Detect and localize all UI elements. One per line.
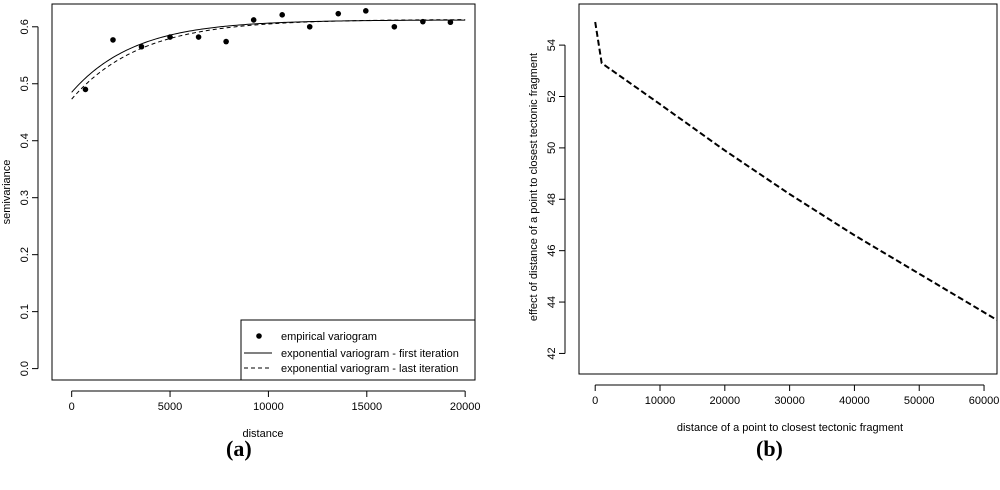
- panel-b-x-tick-label: 50000: [904, 395, 935, 407]
- series-line-last-iteration: [71, 19, 466, 100]
- panel-b-x-tick-label: 60000: [969, 395, 1000, 407]
- legend-label-empirical: empirical variogram: [281, 331, 377, 343]
- panel-a-lines: [71, 19, 466, 100]
- panel-b-y-tick-label: 46: [546, 245, 558, 257]
- legend-point-marker: [256, 333, 262, 339]
- panel-a-points: [82, 8, 454, 93]
- empirical-variogram-point: [110, 37, 116, 43]
- panel-b-y-tick-label: 42: [546, 347, 558, 359]
- panel-b-plot-frame: [578, 3, 998, 375]
- panel-a-x-tick-label: 5000: [158, 401, 182, 413]
- panel-b-y-tick-label: 54: [546, 39, 558, 51]
- panel-a-ylabel: semivariance: [1, 160, 13, 225]
- panel-b-label: (b): [756, 436, 783, 461]
- panel-a-y-tick-label: 0.1: [19, 304, 31, 319]
- panel-b-y-tick-label: 50: [546, 142, 558, 154]
- empirical-variogram-point: [138, 43, 145, 50]
- empirical-variogram-point: [250, 17, 257, 23]
- panel-b-x-tick-label: 30000: [774, 395, 805, 407]
- panel-b-y-tick-label: 48: [546, 193, 558, 205]
- panel-a-legend: empirical variogram exponential variogra…: [240, 319, 476, 381]
- panel-b-y-tick-label: 44: [546, 296, 558, 308]
- panel-b-x-tick-label: 10000: [645, 395, 676, 407]
- empirical-variogram-point: [363, 8, 369, 14]
- panel-b-x-tick-label: 0: [592, 395, 598, 407]
- panel-b-axes: 0 10000 20000 30000 40000 50000 60000 42 44 46 48 5…: [546, 39, 999, 407]
- panel-a-y-tick-label: 0.3: [19, 190, 31, 205]
- panel-a-axes: 0 5000 10000 15000 20000 0.0 0.1 0.2 0.3 0.4 0.5 0.…: [19, 19, 480, 413]
- panel-b-y-tick-label: 52: [546, 90, 558, 102]
- panel-a-xlabel: distance: [243, 428, 284, 440]
- panel-a-y-tick-label: 0.6: [19, 19, 31, 34]
- panel-a-label: (a): [226, 436, 252, 461]
- panel-a-y-tick-label: 0.5: [19, 76, 31, 91]
- panel-a-plot: 0 5000 10000 15000 20000 0.0 0.1 0.2 0.3 0.4 0.5 0.…: [1, 3, 480, 440]
- empirical-variogram-point: [335, 10, 342, 17]
- empirical-variogram-point: [420, 18, 426, 25]
- series-line-first-iteration: [71, 19, 466, 93]
- empirical-variogram-point: [447, 19, 454, 26]
- empirical-variogram-point: [391, 23, 398, 30]
- legend-label-first-iteration: exponential variogram - first iteration: [281, 348, 459, 360]
- panel-a-x-tick-label: 10000: [253, 401, 284, 413]
- legend-label-last-iteration: exponential variogram - last iteration: [281, 363, 458, 375]
- panel-a-x-tick-label: 20000: [450, 401, 481, 413]
- empirical-variogram-point: [223, 38, 229, 45]
- panel-b-lines: [594, 21, 998, 321]
- panel-a-y-tick-label: 0.0: [19, 361, 31, 376]
- panel-a-x-tick-label: 15000: [351, 401, 382, 413]
- panel-b-ylabel: effect of distance of a point to closest…: [528, 53, 540, 321]
- empirical-variogram-point: [82, 86, 89, 93]
- panel-b-xlabel: distance of a point to closest tectonic …: [677, 422, 903, 434]
- panel-a-y-tick-label: 0.2: [19, 247, 31, 262]
- empirical-variogram-point: [306, 23, 313, 30]
- empirical-variogram-point: [167, 34, 173, 40]
- panel-b-plot: 0 10000 20000 30000 40000 50000 60000 42 44 46 48 5…: [528, 3, 999, 434]
- legend-box: [240, 319, 476, 381]
- empirical-variogram-point: [195, 34, 202, 40]
- panel-b-x-tick-label: 40000: [839, 395, 870, 407]
- panel-a-y-tick-label: 0.4: [19, 133, 31, 148]
- panel-a-x-tick-label: 0: [69, 401, 75, 413]
- effect-line: [594, 21, 998, 321]
- panel-b-x-tick-label: 20000: [710, 395, 741, 407]
- empirical-variogram-point: [279, 12, 285, 18]
